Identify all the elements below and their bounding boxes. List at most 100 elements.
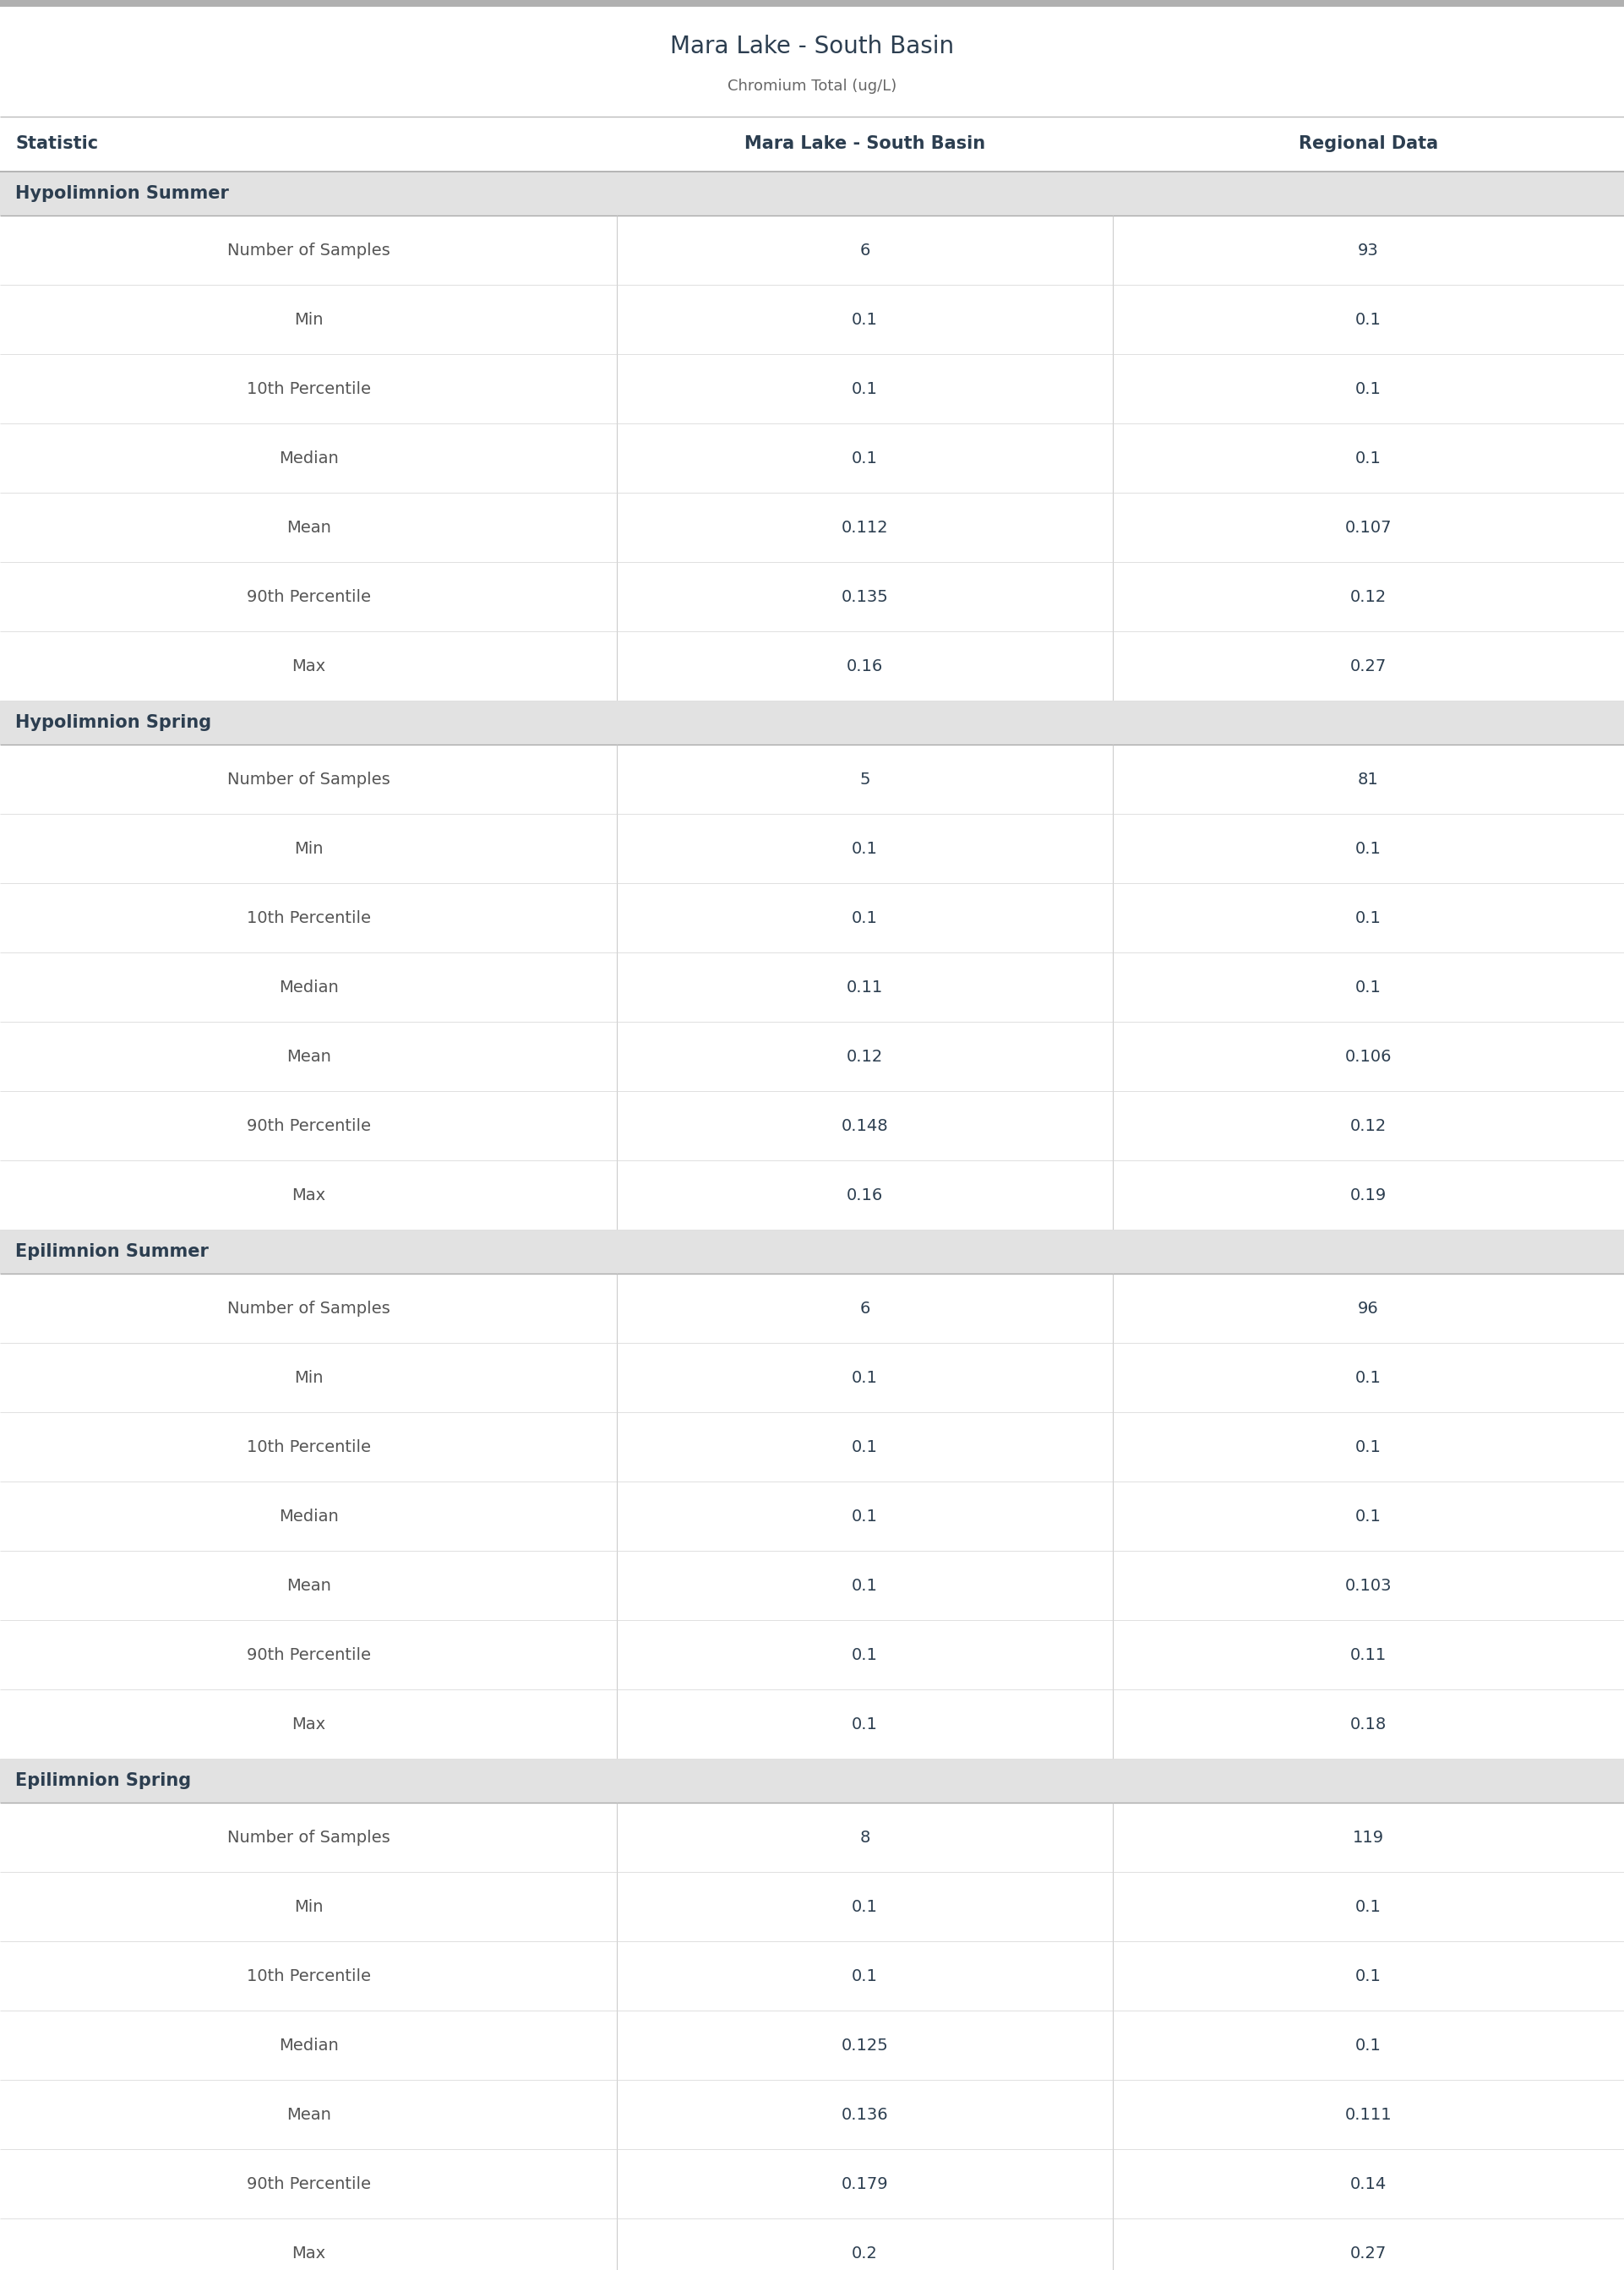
Text: 90th Percentile: 90th Percentile bbox=[247, 1117, 370, 1133]
Bar bbox=[0, 7, 1624, 116]
Text: 0.1: 0.1 bbox=[851, 1369, 879, 1385]
Text: Mean: Mean bbox=[286, 1578, 331, 1594]
Text: 0.18: 0.18 bbox=[1350, 1716, 1387, 1732]
Bar bbox=[0, 563, 1624, 631]
Text: Max: Max bbox=[292, 658, 325, 674]
Bar bbox=[0, 116, 1624, 173]
Bar bbox=[0, 1759, 1624, 1802]
Text: Median: Median bbox=[279, 978, 338, 994]
Text: 10th Percentile: 10th Percentile bbox=[247, 1968, 370, 1984]
Text: 0.179: 0.179 bbox=[841, 2175, 888, 2193]
Bar bbox=[0, 284, 1624, 354]
Text: Min: Min bbox=[294, 840, 323, 856]
Bar bbox=[0, 1802, 1624, 1873]
Bar bbox=[0, 1873, 1624, 1941]
Bar bbox=[0, 1482, 1624, 1550]
Text: 0.1: 0.1 bbox=[851, 449, 879, 465]
Text: Number of Samples: Number of Samples bbox=[227, 772, 390, 788]
Text: 0.1: 0.1 bbox=[851, 1439, 879, 1455]
Text: 0.1: 0.1 bbox=[851, 311, 879, 327]
Bar bbox=[0, 1941, 1624, 2011]
Text: 0.1: 0.1 bbox=[1354, 840, 1382, 856]
Text: Hypolimnion Spring: Hypolimnion Spring bbox=[15, 715, 211, 731]
Text: Mean: Mean bbox=[286, 2107, 331, 2122]
Bar bbox=[0, 0, 1624, 7]
Text: 0.1: 0.1 bbox=[1354, 1507, 1382, 1523]
Bar bbox=[0, 1550, 1624, 1621]
Text: 0.1: 0.1 bbox=[851, 1507, 879, 1523]
Bar bbox=[0, 1092, 1624, 1160]
Text: 0.107: 0.107 bbox=[1345, 520, 1392, 536]
Text: 0.1: 0.1 bbox=[1354, 1898, 1382, 1914]
Text: 0.1: 0.1 bbox=[1354, 449, 1382, 465]
Text: 0.1: 0.1 bbox=[1354, 1968, 1382, 1984]
Bar bbox=[0, 2150, 1624, 2218]
Text: 0.11: 0.11 bbox=[846, 978, 883, 994]
Bar bbox=[0, 2079, 1624, 2150]
Text: Min: Min bbox=[294, 311, 323, 327]
Text: 0.1: 0.1 bbox=[1354, 381, 1382, 397]
Bar bbox=[0, 701, 1624, 745]
Text: Mara Lake - South Basin: Mara Lake - South Basin bbox=[671, 34, 953, 59]
Text: 93: 93 bbox=[1358, 243, 1379, 259]
Text: 96: 96 bbox=[1358, 1301, 1379, 1317]
Bar bbox=[0, 173, 1624, 216]
Text: 10th Percentile: 10th Percentile bbox=[247, 381, 370, 397]
Text: Min: Min bbox=[294, 1898, 323, 1914]
Bar bbox=[0, 2011, 1624, 2079]
Text: 8: 8 bbox=[859, 1830, 870, 1846]
Text: 0.148: 0.148 bbox=[841, 1117, 888, 1133]
Text: 0.1: 0.1 bbox=[851, 1968, 879, 1984]
Text: Epilimnion Summer: Epilimnion Summer bbox=[15, 1244, 208, 1260]
Bar bbox=[0, 1621, 1624, 1689]
Text: 0.1: 0.1 bbox=[1354, 1439, 1382, 1455]
Text: 5: 5 bbox=[859, 772, 870, 788]
Bar bbox=[0, 216, 1624, 284]
Bar bbox=[0, 1160, 1624, 1230]
Text: 0.1: 0.1 bbox=[1354, 311, 1382, 327]
Text: 6: 6 bbox=[859, 243, 870, 259]
Text: 0.1: 0.1 bbox=[1354, 978, 1382, 994]
Text: 0.14: 0.14 bbox=[1350, 2175, 1387, 2193]
Text: Max: Max bbox=[292, 2245, 325, 2261]
Bar bbox=[0, 883, 1624, 953]
Text: Statistic: Statistic bbox=[15, 136, 97, 152]
Text: 0.12: 0.12 bbox=[1350, 1117, 1387, 1133]
Text: 0.106: 0.106 bbox=[1345, 1049, 1392, 1065]
Bar bbox=[0, 1022, 1624, 1092]
Text: 0.12: 0.12 bbox=[1350, 588, 1387, 604]
Text: Max: Max bbox=[292, 1187, 325, 1203]
Text: 0.1: 0.1 bbox=[1354, 1369, 1382, 1385]
Text: 90th Percentile: 90th Percentile bbox=[247, 1646, 370, 1664]
Bar bbox=[0, 745, 1624, 815]
Bar bbox=[0, 1689, 1624, 1759]
Text: Median: Median bbox=[279, 449, 338, 465]
Text: 0.112: 0.112 bbox=[841, 520, 888, 536]
Text: Min: Min bbox=[294, 1369, 323, 1385]
Text: 0.27: 0.27 bbox=[1350, 658, 1387, 674]
Text: 0.2: 0.2 bbox=[851, 2245, 879, 2261]
Text: 0.135: 0.135 bbox=[841, 588, 888, 604]
Text: 0.103: 0.103 bbox=[1345, 1578, 1392, 1594]
Text: Median: Median bbox=[279, 2036, 338, 2054]
Text: 90th Percentile: 90th Percentile bbox=[247, 2175, 370, 2193]
Text: 0.1: 0.1 bbox=[851, 1898, 879, 1914]
Text: Chromium Total (ug/L): Chromium Total (ug/L) bbox=[728, 77, 896, 93]
Text: 10th Percentile: 10th Percentile bbox=[247, 1439, 370, 1455]
Text: 0.1: 0.1 bbox=[851, 1578, 879, 1594]
Text: 119: 119 bbox=[1353, 1830, 1384, 1846]
Bar bbox=[0, 953, 1624, 1022]
Text: Mara Lake - South Basin: Mara Lake - South Basin bbox=[744, 136, 986, 152]
Text: 0.1: 0.1 bbox=[1354, 910, 1382, 926]
Text: Mean: Mean bbox=[286, 1049, 331, 1065]
Text: Number of Samples: Number of Samples bbox=[227, 1301, 390, 1317]
Text: Number of Samples: Number of Samples bbox=[227, 243, 390, 259]
Text: 0.1: 0.1 bbox=[851, 381, 879, 397]
Bar bbox=[0, 493, 1624, 563]
Text: 10th Percentile: 10th Percentile bbox=[247, 910, 370, 926]
Text: Mean: Mean bbox=[286, 520, 331, 536]
Text: 90th Percentile: 90th Percentile bbox=[247, 588, 370, 604]
Text: 0.1: 0.1 bbox=[851, 1716, 879, 1732]
Text: 0.1: 0.1 bbox=[1354, 2036, 1382, 2054]
Bar bbox=[0, 424, 1624, 493]
